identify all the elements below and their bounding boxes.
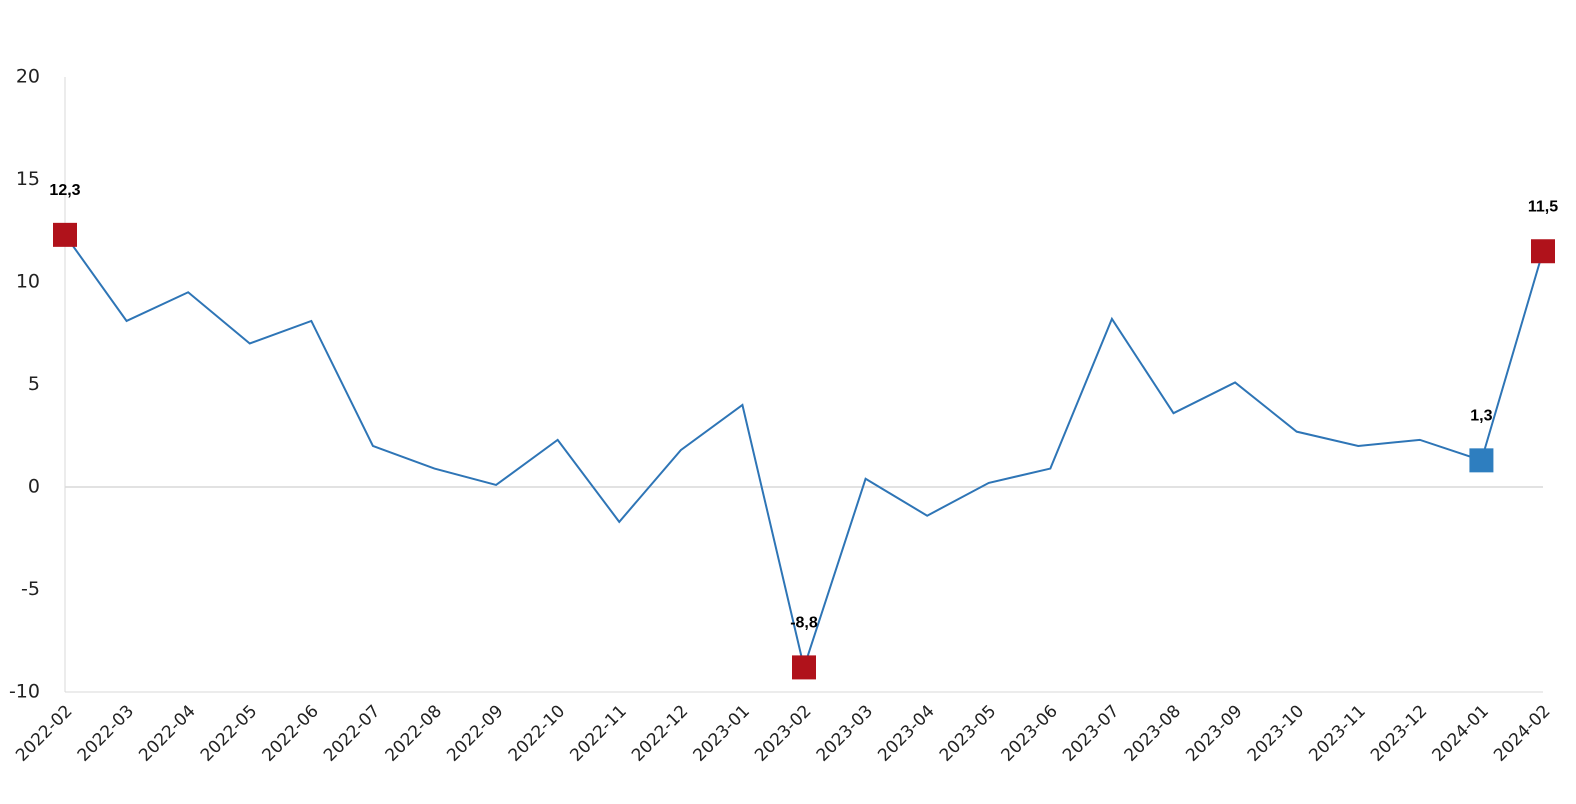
x-tick-label: 2023-11 (1305, 701, 1369, 765)
y-tick-label: 15 (16, 168, 40, 190)
x-tick-label: 2024-02 (1490, 701, 1554, 765)
y-tick-label: 20 (16, 66, 40, 88)
x-tick-label: 2022-11 (566, 701, 630, 765)
marker (792, 655, 816, 680)
y-tick-label: -10 (9, 681, 40, 703)
x-tick-label: 2023-01 (690, 701, 754, 765)
x-tick-label: 2023-10 (1244, 701, 1308, 765)
x-tick-label: 2023-09 (1182, 701, 1246, 765)
x-tick-label: 2023-05 (936, 701, 1000, 765)
x-tick-label: 2024-01 (1429, 701, 1493, 765)
marker (1469, 448, 1494, 473)
x-tick-label: 2022-04 (135, 701, 199, 765)
x-tick-label: 2023-08 (1121, 701, 1185, 765)
x-tick-label: 2022-08 (382, 701, 446, 765)
y-tick-label: -5 (21, 578, 40, 600)
data-label: 11,5 (1528, 198, 1558, 215)
x-tick-label: 2022-09 (443, 701, 507, 765)
data-label: -8,8 (790, 614, 818, 631)
data-line (64, 234, 1544, 672)
x-tick-label: 2023-06 (998, 701, 1062, 765)
x-tick-label: 2023-03 (813, 701, 877, 765)
x-tick-label: 2022-02 (12, 701, 76, 765)
x-tick-label: 2023-12 (1367, 701, 1431, 765)
y-tick-label: 10 (16, 271, 40, 293)
marker (53, 222, 77, 247)
x-tick-label: 2022-12 (628, 701, 692, 765)
x-tick-label: 2023-02 (751, 701, 815, 765)
y-tick-label: 0 (28, 476, 40, 498)
x-tick-label: 2022-10 (505, 701, 569, 765)
data-label: 1,3 (1470, 407, 1492, 424)
x-tick-label: 2023-04 (874, 701, 938, 765)
x-tick-label: 2022-06 (259, 701, 323, 765)
x-tick-label: 2022-05 (197, 701, 261, 765)
x-tick-label: 2022-03 (74, 701, 138, 765)
data-label: 12,3 (49, 182, 80, 199)
x-tick-label: 2023-07 (1059, 701, 1123, 765)
y-tick-label: 5 (28, 373, 40, 395)
x-tick-label: 2022-07 (320, 701, 384, 765)
marker (1531, 239, 1555, 264)
